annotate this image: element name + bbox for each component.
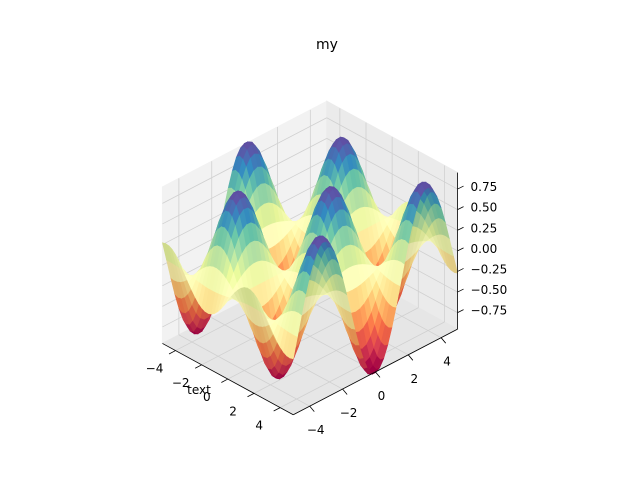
y-tick-label: −4 — [307, 423, 325, 437]
surface-facet — [289, 335, 298, 360]
z-tick — [457, 226, 464, 231]
z-axis-ticks: −0.75 −0.50 −0.25 0.00 0.25 0.50 0.75 — [457, 180, 508, 318]
z-tick-label: 0.00 — [471, 242, 498, 256]
y-axis-ticks: −4 −2 0 2 4 — [307, 337, 451, 437]
y-tick-label: −2 — [340, 406, 358, 420]
z-tick — [457, 288, 464, 293]
x-tick-label: −2 — [172, 376, 190, 390]
z-tick-label: 0.50 — [471, 201, 498, 215]
x-tick-label: 2 — [229, 404, 237, 418]
y-tick-label: 2 — [410, 372, 418, 386]
z-tick — [457, 309, 464, 314]
z-tick-label: −0.25 — [471, 262, 508, 276]
x-axis-ticks: −4 −2 0 2 4 — [146, 350, 281, 433]
chart-title: my — [316, 37, 338, 53]
surface — [162, 136, 458, 380]
x-tick — [168, 350, 176, 355]
y-tick — [375, 371, 381, 378]
x-tick-label: −4 — [146, 362, 164, 376]
y-tick-label: 4 — [443, 355, 451, 369]
x-tick-label: 4 — [255, 419, 263, 433]
z-grid-right-6 — [326, 117, 458, 190]
z-tick — [457, 206, 464, 211]
z-tick-label: −0.75 — [471, 304, 508, 318]
z-tick — [457, 185, 464, 190]
y-grid-floor-0 — [178, 334, 310, 407]
x-tick — [195, 364, 202, 369]
x-tick-label: 0 — [203, 390, 211, 404]
z-tick-label: 0.25 — [471, 221, 498, 235]
x-tick — [221, 378, 229, 383]
z-tick — [457, 268, 464, 272]
y-tick — [440, 337, 447, 344]
x-tick — [247, 392, 255, 398]
z-tick-label: −0.50 — [471, 283, 508, 297]
z-tick-label: 0.75 — [471, 180, 498, 194]
y-tick — [342, 388, 348, 395]
z-tick — [457, 247, 464, 252]
y-tick — [407, 354, 414, 361]
y-tick-label: 0 — [378, 389, 386, 403]
x-axis-label: text — [187, 383, 211, 397]
x-tick — [273, 407, 281, 412]
y-tick — [309, 405, 315, 412]
